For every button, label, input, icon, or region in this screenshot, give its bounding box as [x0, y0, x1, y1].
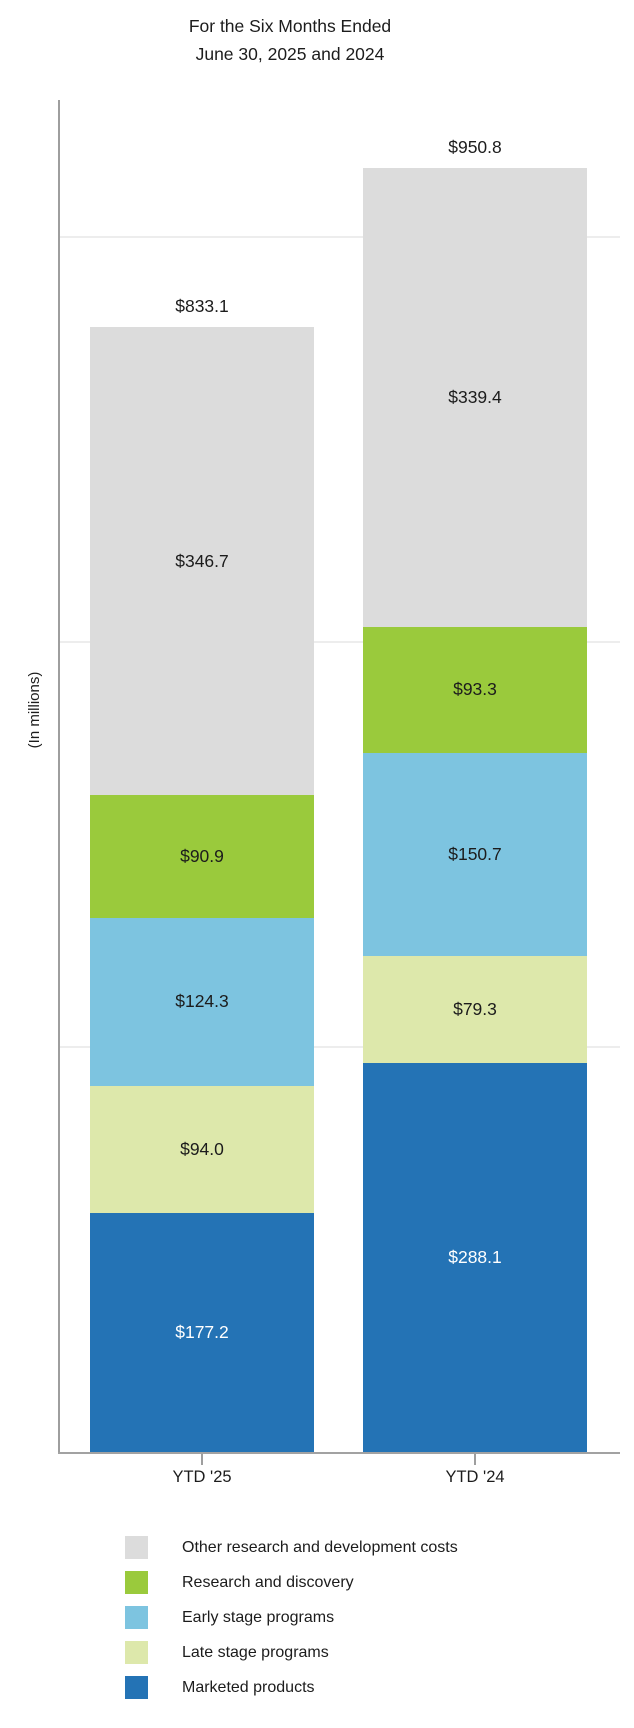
- legend-row-marketed-products: Marketed products: [125, 1670, 458, 1705]
- x-axis-tick: [201, 1454, 203, 1465]
- segment-value-label: $339.4: [448, 387, 502, 408]
- segment-value-label: $93.3: [453, 679, 497, 700]
- chart-title-line-2: June 30, 2025 and 2024: [195, 44, 385, 64]
- legend-swatch: [125, 1571, 148, 1594]
- segment-value-label: $124.3: [175, 991, 229, 1012]
- legend-swatch: [125, 1606, 148, 1629]
- y-axis-line: [58, 100, 60, 1454]
- segment-value-label: $94.0: [180, 1138, 224, 1159]
- segment-early-stage-programs: $150.7: [363, 752, 587, 956]
- legend-label: Late stage programs: [182, 1643, 329, 1661]
- legend-label: Marketed products: [182, 1678, 315, 1696]
- chart-title-line-1: For the Six Months Ended: [188, 16, 392, 36]
- legend-row-late-stage-programs: Late stage programs: [125, 1635, 458, 1670]
- gridline-600: [59, 641, 620, 643]
- segment-other-research-and-development-costs: $339.4: [363, 168, 587, 627]
- bar-ytd-25: $177.2 $94.0 $124.3 $90.9 $346.7: [90, 327, 314, 1452]
- segment-value-label: $150.7: [448, 843, 502, 864]
- legend-row-early-stage-programs: Early stage programs: [125, 1600, 458, 1635]
- x-axis-line: [58, 1452, 620, 1454]
- x-axis-category-label: YTD '24: [445, 1468, 505, 1486]
- segment-value-label: $288.1: [448, 1247, 502, 1268]
- segment-value-label: $346.7: [175, 550, 229, 571]
- segment-early-stage-programs: $124.3: [90, 918, 314, 1086]
- legend-swatch: [125, 1536, 148, 1559]
- legend-label: Early stage programs: [182, 1608, 335, 1626]
- segment-late-stage-programs: $94.0: [90, 1085, 314, 1213]
- segment-research-and-discovery: $90.9: [90, 795, 314, 919]
- segment-marketed-products: $288.1: [363, 1063, 587, 1452]
- legend-swatch: [125, 1641, 148, 1664]
- bar-total-label: $950.8: [448, 137, 502, 158]
- legend-swatch: [125, 1676, 148, 1699]
- legend-row-research-and-discovery: Research and discovery: [125, 1565, 458, 1600]
- legend-label: Research and discovery: [182, 1573, 354, 1591]
- chart-title: For the Six Months Ended June 30, 2025 a…: [0, 12, 580, 68]
- segment-late-stage-programs: $79.3: [363, 956, 587, 1064]
- segment-research-and-discovery: $93.3: [363, 626, 587, 753]
- segment-value-label: $90.9: [180, 846, 224, 867]
- x-axis-category-label: YTD '25: [172, 1468, 232, 1486]
- gridline-900: [59, 236, 620, 238]
- legend-row-other-research-and-development-costs: Other research and development costs: [125, 1530, 458, 1565]
- bar-ytd-24: $288.1 $79.3 $150.7 $93.3 $339.4: [363, 168, 587, 1452]
- segment-marketed-products: $177.2: [90, 1212, 314, 1452]
- segment-other-research-and-development-costs: $346.7: [90, 327, 314, 796]
- gridline-300: [59, 1046, 620, 1048]
- legend-label: Other research and development costs: [182, 1538, 458, 1556]
- legend: Other research and development costs Rese…: [125, 1530, 458, 1705]
- segment-value-label: $79.3: [453, 999, 497, 1020]
- segment-value-label: $177.2: [175, 1321, 229, 1342]
- x-axis-tick: [474, 1454, 476, 1465]
- bar-total-label: $833.1: [175, 296, 229, 317]
